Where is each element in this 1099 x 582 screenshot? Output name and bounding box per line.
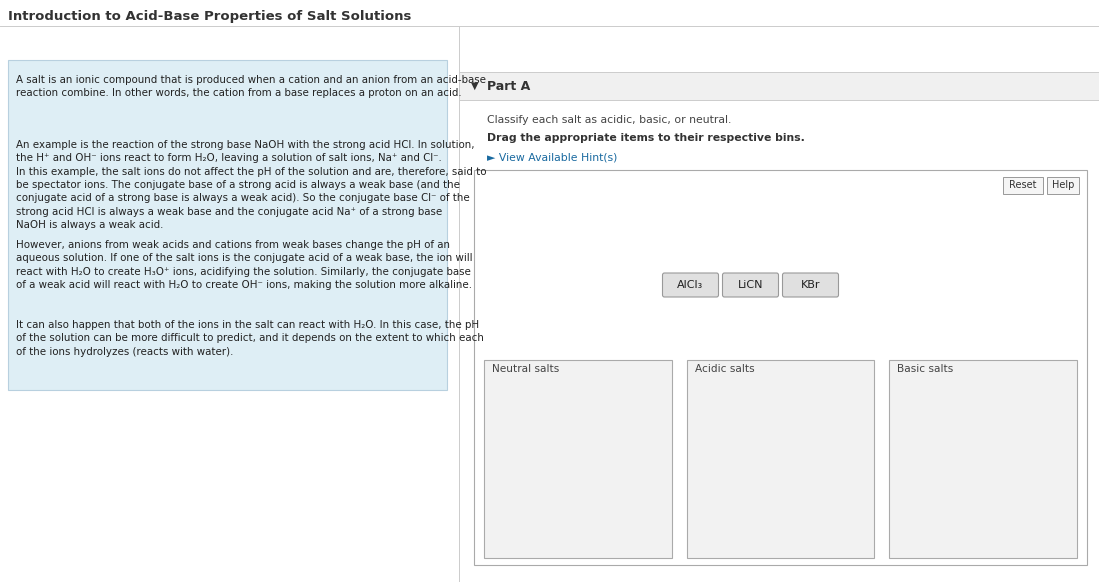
Text: ► View Available Hint(s): ► View Available Hint(s) <box>487 153 618 163</box>
Bar <box>687 360 875 558</box>
Bar <box>459 72 1099 100</box>
Text: KBr: KBr <box>801 280 820 290</box>
Text: Introduction to Acid-Base Properties of Salt Solutions: Introduction to Acid-Base Properties of … <box>8 10 411 23</box>
Bar <box>8 60 447 390</box>
Text: Help: Help <box>1052 180 1074 190</box>
FancyBboxPatch shape <box>722 273 778 297</box>
Text: Reset: Reset <box>1009 180 1036 190</box>
FancyBboxPatch shape <box>663 273 719 297</box>
Text: Classify each salt as acidic, basic, or neutral.: Classify each salt as acidic, basic, or … <box>487 115 731 125</box>
Bar <box>474 170 1087 565</box>
Text: Part A: Part A <box>487 80 530 93</box>
Text: Basic salts: Basic salts <box>897 364 954 374</box>
Text: It can also happen that both of the ions in the salt can react with H₂O. In this: It can also happen that both of the ions… <box>16 320 484 357</box>
Text: Drag the appropriate items to their respective bins.: Drag the appropriate items to their resp… <box>487 133 804 143</box>
Text: A salt is an ionic compound that is produced when a cation and an anion from an : A salt is an ionic compound that is prod… <box>16 75 486 98</box>
Text: AlCl₃: AlCl₃ <box>677 280 703 290</box>
Text: Acidic salts: Acidic salts <box>695 364 754 374</box>
Bar <box>484 360 671 558</box>
Text: LiCN: LiCN <box>737 280 763 290</box>
FancyBboxPatch shape <box>782 273 839 297</box>
Text: ▼: ▼ <box>471 81 478 91</box>
Text: However, anions from weak acids and cations from weak bases change the pH of an
: However, anions from weak acids and cati… <box>16 240 473 290</box>
Text: Neutral salts: Neutral salts <box>492 364 559 374</box>
Bar <box>1003 176 1043 193</box>
Text: An example is the reaction of the strong base NaOH with the strong acid HCl. In : An example is the reaction of the strong… <box>16 140 487 230</box>
Bar <box>1047 176 1079 193</box>
Bar <box>889 360 1077 558</box>
